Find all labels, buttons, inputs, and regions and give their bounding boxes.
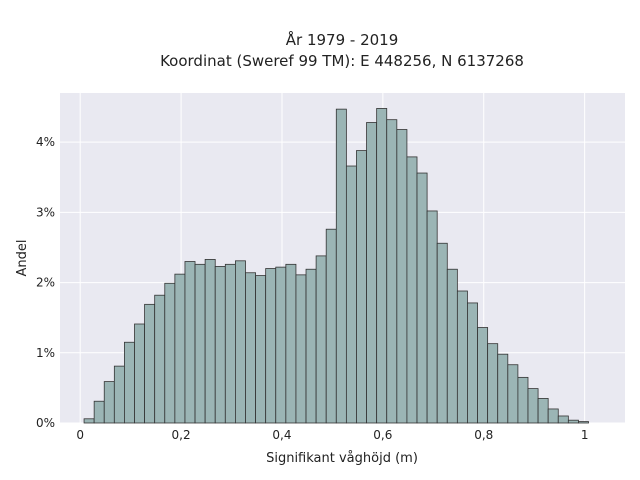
histogram-bar [507, 364, 519, 424]
histogram-bar [467, 302, 478, 424]
histogram-bar [386, 119, 398, 424]
histogram-bar [396, 129, 408, 424]
histogram-bar [113, 365, 125, 424]
histogram-bar [537, 398, 549, 424]
chart-title-line2: Koordinat (Sweref 99 TM): E 448256, N 61… [160, 52, 524, 70]
histogram-bar [285, 263, 297, 424]
y-tick-label: 3% [36, 205, 55, 219]
chart-title-line1: År 1979 - 2019 [286, 30, 399, 49]
histogram-bar [477, 327, 489, 424]
histogram-bar [315, 255, 327, 424]
histogram-bar [557, 415, 569, 424]
histogram-bar [164, 282, 176, 424]
histogram-bar [456, 290, 468, 424]
histogram-bar [547, 408, 559, 424]
histogram-bar [578, 421, 589, 424]
histogram-bar [406, 156, 418, 424]
y-tick-label: 2% [36, 276, 55, 290]
histogram-bar [275, 266, 287, 424]
histogram-bar [335, 108, 347, 424]
histogram-bar [517, 376, 529, 424]
histogram-bar [325, 228, 337, 424]
histogram-bar [255, 275, 267, 424]
histogram-bar [93, 400, 105, 424]
histogram-bar [214, 266, 226, 424]
histogram-bar [487, 343, 499, 424]
histogram-bar [174, 273, 186, 424]
histogram-bar [265, 268, 277, 424]
histogram-bar [436, 242, 448, 424]
histogram-bar [527, 388, 539, 424]
x-tick-label: 0 [76, 428, 84, 442]
histogram-bar [204, 259, 216, 424]
histogram-bar [305, 268, 317, 424]
histogram-bar [154, 294, 166, 424]
histogram-bar [567, 419, 579, 424]
histogram-bar [497, 353, 509, 424]
x-tick-label: 0,4 [272, 428, 291, 442]
histogram-bar [245, 272, 256, 424]
bars [83, 108, 589, 424]
tick-labels: 0 0,2 0,4 0,6 0,8 1 0% 1% 2% 3% 4% [36, 135, 589, 442]
x-axis-label: Signifikant våghöjd (m) [266, 451, 418, 466]
histogram-bar [446, 268, 458, 424]
histogram-bar [134, 323, 145, 424]
y-tick-label: 0% [36, 416, 55, 430]
y-axis-label: Andel [15, 240, 30, 277]
histogram-bar [184, 261, 196, 424]
histogram-bar [194, 263, 206, 424]
x-tick-label: 0,8 [474, 428, 493, 442]
histogram-bar [144, 303, 156, 424]
histogram-bar [426, 210, 438, 424]
x-tick-label: 1 [581, 428, 589, 442]
histogram-bar [103, 381, 115, 424]
histogram-bar [224, 263, 236, 424]
histogram-bar [345, 165, 357, 424]
histogram-bar [235, 260, 246, 424]
histogram-bar [83, 418, 95, 424]
histogram-bar [416, 172, 428, 424]
x-tick-label: 0,6 [373, 428, 392, 442]
y-tick-label: 1% [36, 346, 55, 360]
histogram-bar [356, 150, 367, 424]
histogram-bar [366, 122, 378, 424]
x-tick-label: 0,2 [172, 428, 191, 442]
histogram-bar [376, 108, 388, 424]
histogram-bar [124, 341, 135, 424]
histogram-bar [295, 274, 307, 424]
y-tick-label: 4% [36, 135, 55, 149]
